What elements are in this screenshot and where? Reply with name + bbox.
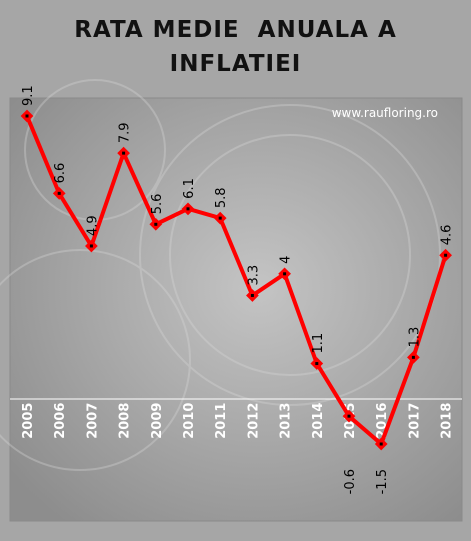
marker-center-2009	[154, 222, 158, 226]
marker-center-2017	[411, 355, 415, 359]
marker-center-2015	[347, 414, 351, 418]
value-label-2015: -0.6	[343, 469, 358, 494]
chart-title-line-2: INFLATIEI	[169, 51, 302, 77]
x-tick-label-2014: 2014	[311, 403, 326, 439]
x-tick-label-2008: 2008	[118, 403, 133, 439]
value-label-2006: 6.6	[53, 163, 68, 184]
x-tick-label-2010: 2010	[182, 403, 197, 439]
watermark-text: www.raufloring.ro	[332, 106, 438, 120]
value-label-2014: 1.1	[311, 333, 326, 354]
value-label-2012: 3.3	[246, 265, 261, 286]
value-label-2005: 9.1	[21, 85, 36, 106]
chart-title-line-1: RATA MEDIE ANUALA A	[74, 17, 397, 43]
value-label-2017: 1.3	[407, 327, 422, 348]
x-tick-label-2012: 2012	[246, 403, 261, 439]
x-tick-label-2017: 2017	[407, 403, 422, 439]
value-label-2011: 5.8	[214, 187, 229, 208]
x-tick-label-2013: 2013	[279, 403, 294, 439]
value-label-2013: 4	[279, 256, 294, 264]
value-labels: 9.1 6.6 4.9 7.9 5.6 6.1 5.8 3.3 4 1.1 -0.6 -1.5 1.3 4…	[21, 85, 455, 494]
x-tick-label-2007: 2007	[85, 403, 100, 439]
value-label-2009: 5.6	[150, 194, 165, 215]
marker-center-2006	[57, 191, 61, 195]
x-tick-label-2011: 2011	[214, 403, 229, 439]
marker-center-2008	[122, 151, 126, 155]
marker-center-2012	[250, 293, 254, 297]
series-line	[25, 115, 448, 446]
data-markers	[20, 109, 452, 451]
marker-center-2014	[315, 362, 319, 366]
marker-center-2010	[186, 207, 190, 211]
plot-background	[9, 97, 463, 522]
x-tick-label-2005: 2005	[21, 403, 36, 439]
marker-center-2018	[444, 253, 448, 257]
value-label-2008: 7.9	[118, 122, 133, 143]
marker-center-2013	[283, 272, 287, 276]
x-tick-label-2006: 2006	[53, 403, 68, 439]
marker-center-2005	[25, 114, 29, 118]
x-tick-label-2009: 2009	[150, 403, 165, 439]
marker-center-2007	[89, 244, 93, 248]
value-label-2016: -1.5	[375, 469, 390, 494]
x-tick-label-2018: 2018	[440, 403, 455, 439]
value-label-2010: 6.1	[182, 178, 197, 199]
value-label-2018: 4.6	[440, 225, 455, 246]
marker-center-2011	[218, 216, 222, 220]
value-label-2007: 4.9	[85, 215, 100, 236]
marker-center-2016	[379, 442, 383, 446]
